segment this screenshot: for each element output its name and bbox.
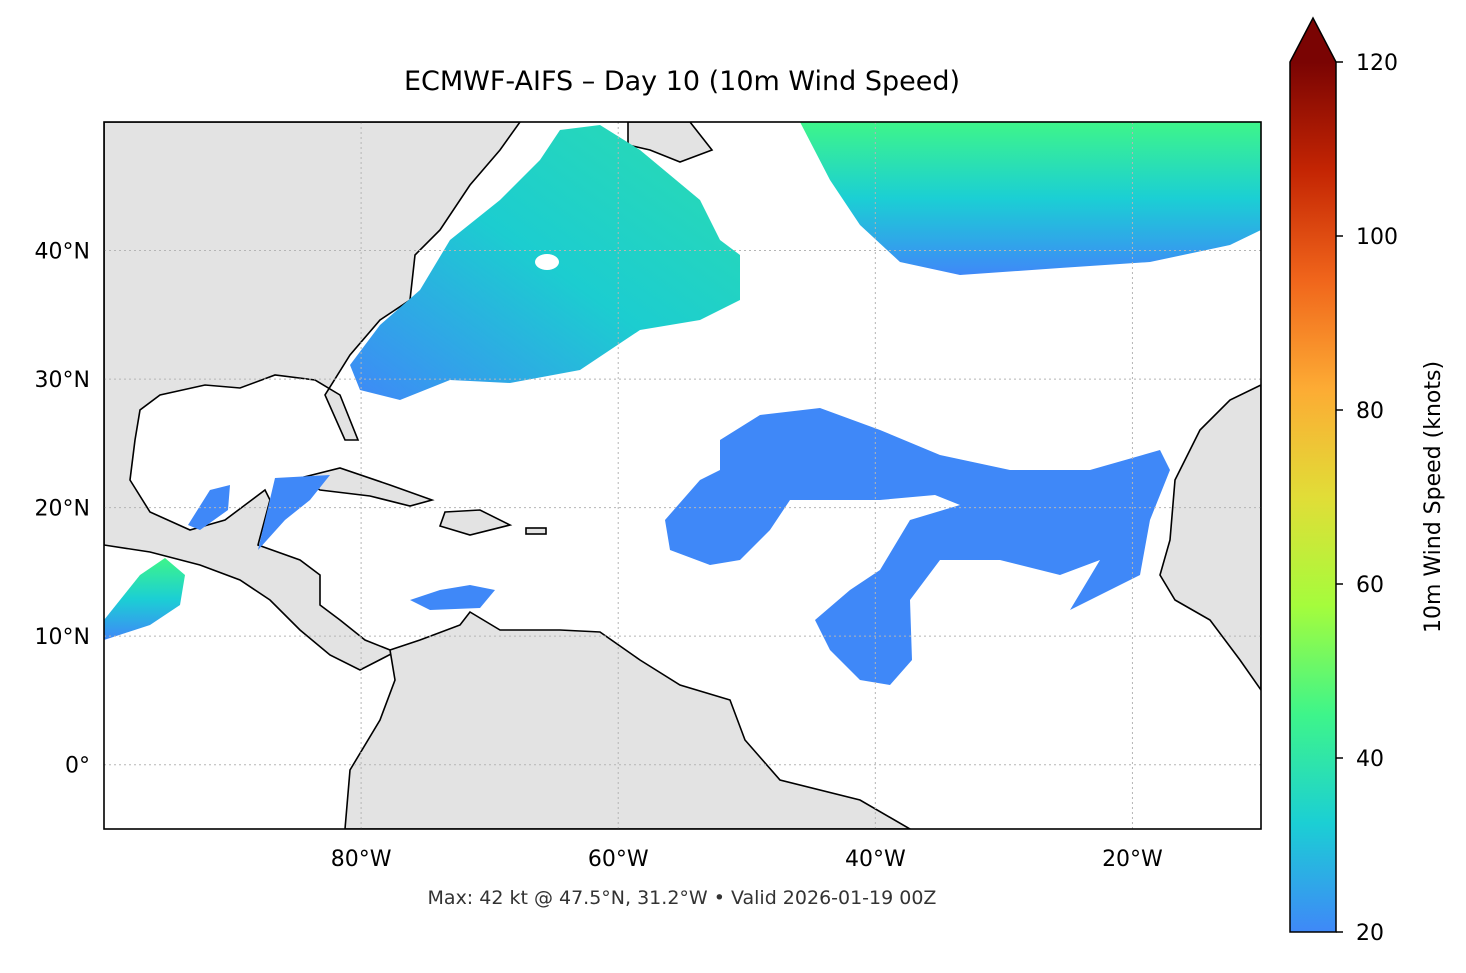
lat-tick-label: 20°N <box>35 497 90 522</box>
footer: Max: 42 kt @ 47.5°N, 31.2°W • Valid 2026… <box>428 887 937 909</box>
wind-nw-atlantic <box>350 125 740 400</box>
colorbar-tick-label: 20 <box>1356 921 1384 946</box>
colorbar-tick-label: 80 <box>1356 399 1384 424</box>
colorbar-tick-label: 60 <box>1356 573 1384 598</box>
lat-tick-label: 0° <box>65 754 90 779</box>
wind-subtropics <box>665 408 1170 685</box>
colorbar-frame <box>1289 16 1337 933</box>
colorbar: 20 40 60 80 100 120 <box>1289 16 1398 946</box>
colorbar-gradient <box>1290 62 1336 932</box>
hispaniola <box>438 509 513 536</box>
lat-tick-label: 40°N <box>35 240 90 265</box>
colorbar-label: 10m Wind Speed (knots) <box>1421 361 1446 633</box>
wind-gulf <box>188 475 495 610</box>
wind-ne-atlantic <box>800 122 1261 275</box>
title: ECMWF-AIFS – Day 10 (10m Wind Speed) <box>404 66 960 97</box>
colorbar-tick-label: 40 <box>1356 747 1384 772</box>
wind-pacific <box>104 558 185 640</box>
lon-tick-label: 80°W <box>331 847 392 872</box>
lat-tick-label: 10°N <box>35 625 90 650</box>
north-america <box>104 122 521 671</box>
map-area <box>104 122 1261 829</box>
colorbar-extend <box>1290 18 1336 62</box>
lat-tick-label: 30°N <box>35 368 90 393</box>
lon-tick-label: 60°W <box>588 847 649 872</box>
south-america <box>344 610 912 829</box>
axes: 80°W 60°W 40°W 20°W 0° 10°N 20°N 30°N 40°N <box>35 240 1164 872</box>
africa <box>1159 384 1261 692</box>
colorbar-tick-label: 120 <box>1356 51 1398 76</box>
lon-tick-label: 20°W <box>1102 847 1163 872</box>
puerto-rico <box>525 527 547 535</box>
colorbar-tick-label: 100 <box>1356 225 1398 250</box>
map-frame <box>103 121 1262 830</box>
cuba <box>297 467 435 507</box>
lon-tick-label: 40°W <box>845 847 906 872</box>
